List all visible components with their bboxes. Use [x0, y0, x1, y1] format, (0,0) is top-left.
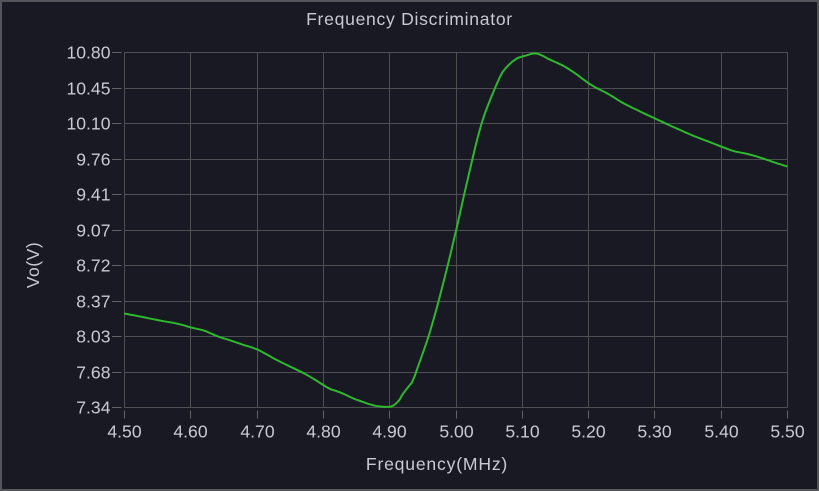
svg-text:8.37: 8.37 — [76, 292, 110, 312]
svg-text:4.80: 4.80 — [306, 422, 340, 442]
svg-text:5.20: 5.20 — [571, 422, 605, 442]
svg-text:4.70: 4.70 — [240, 422, 274, 442]
svg-text:9.76: 9.76 — [76, 150, 110, 170]
svg-text:4.60: 4.60 — [173, 422, 207, 442]
svg-text:10.45: 10.45 — [66, 79, 110, 99]
svg-text:4.90: 4.90 — [372, 422, 406, 442]
svg-text:4.50: 4.50 — [107, 422, 141, 442]
svg-text:10.80: 10.80 — [66, 43, 110, 63]
svg-text:5.30: 5.30 — [637, 422, 671, 442]
svg-text:10.10: 10.10 — [66, 114, 110, 134]
svg-text:7.68: 7.68 — [76, 363, 110, 383]
svg-text:5.50: 5.50 — [770, 422, 804, 442]
svg-text:5.00: 5.00 — [439, 422, 473, 442]
svg-text:Frequency(MHz): Frequency(MHz) — [366, 454, 508, 474]
svg-text:8.03: 8.03 — [76, 327, 110, 347]
svg-text:8.72: 8.72 — [76, 256, 110, 276]
svg-text:5.10: 5.10 — [505, 422, 539, 442]
svg-text:9.07: 9.07 — [76, 221, 110, 241]
svg-text:5.40: 5.40 — [704, 422, 738, 442]
svg-text:Frequency Discriminator: Frequency Discriminator — [306, 9, 513, 29]
svg-text:7.34: 7.34 — [76, 398, 110, 418]
svg-text:Vo(V): Vo(V) — [23, 242, 43, 289]
svg-text:9.41: 9.41 — [76, 185, 110, 205]
